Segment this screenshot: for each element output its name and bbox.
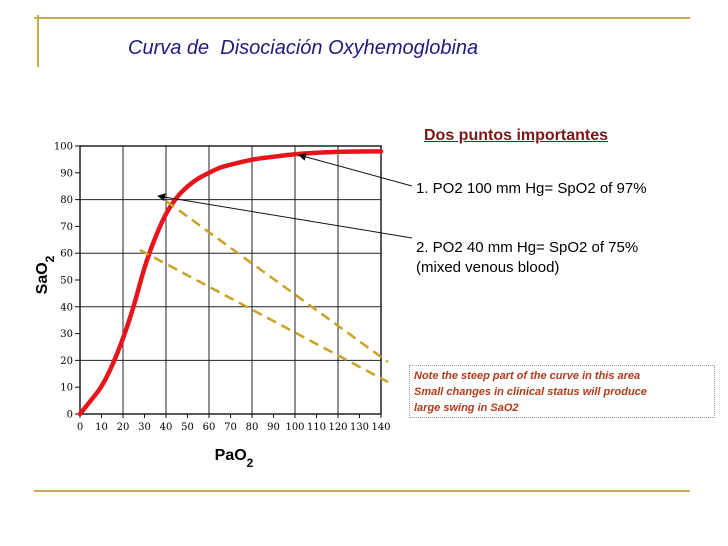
annotation-point-2-line2: (mixed venous blood) <box>416 259 560 276</box>
steep-pointer-lower <box>139 248 389 384</box>
x-tick-label: 50 <box>181 422 194 433</box>
x-tick-label: 90 <box>267 422 280 433</box>
annotation-heading: Dos puntos importantes <box>424 127 609 144</box>
y-tick-label: 30 <box>60 329 73 340</box>
annotation-point-1: 1. PO2 100 mm Hg= SpO2 of 97% <box>416 180 647 197</box>
y-tick-label: 10 <box>60 383 73 394</box>
y-tick-label: 40 <box>60 302 73 313</box>
x-tick-label: 140 <box>371 422 390 433</box>
plot-frame <box>79 145 382 415</box>
x-tick-label: 100 <box>285 422 304 433</box>
note-line-2: Small changes in clinical status will pr… <box>414 386 647 398</box>
left-rule <box>37 15 39 67</box>
y-tick-label: 20 <box>60 356 73 367</box>
x-tick-label: 130 <box>350 422 369 433</box>
top-rule <box>34 17 690 19</box>
steep-pointer-upper <box>165 199 389 364</box>
x-tick-label: 20 <box>117 422 130 433</box>
chart-ticks: 0 10 20 30 40 50 60 70 80 90 100 0 10 20 30 40 50 60 70 80 9… <box>54 142 391 434</box>
x-tick-label: 70 <box>224 422 237 433</box>
x-tick-label: 30 <box>138 422 151 433</box>
annotation-point-2-line1: 2. PO2 40 mm Hg= SpO2 of 75% <box>416 239 639 256</box>
x-tick-label: 80 <box>246 422 259 433</box>
x-tick-label: 10 <box>95 422 108 433</box>
y-tick-label: 0 <box>67 410 73 421</box>
x-tick-label: 110 <box>307 422 326 433</box>
y-axis-label: SaO2 <box>34 255 57 294</box>
bottom-rule <box>34 490 690 492</box>
steep-part-note: Note the steep part of the curve in this… <box>409 365 715 418</box>
x-tick-label: 40 <box>160 422 173 433</box>
arrow-point-2 <box>157 193 413 239</box>
x-tick-label: 0 <box>77 422 83 433</box>
y-tick-label: 50 <box>60 276 73 287</box>
y-tick-label: 90 <box>60 168 73 179</box>
x-tick-label: 60 <box>203 422 216 433</box>
x-tick-label: 120 <box>328 422 347 433</box>
note-line-1: Note the steep part of the curve in this… <box>414 370 641 382</box>
y-tick-label: 60 <box>60 249 73 260</box>
chart-grid <box>79 145 382 415</box>
slide-title: Curva de Disociación Oxyhemoglobina <box>128 37 479 59</box>
arrow-point-1 <box>298 153 413 187</box>
y-tick-label: 80 <box>60 195 73 206</box>
annotation-point-2: 2. PO2 40 mm Hg= SpO2 of 75% (mixed veno… <box>416 238 638 278</box>
dissociation-curve <box>77 149 384 417</box>
x-axis-label: PaO2 <box>215 447 254 470</box>
note-line-3: large swing in SaO2 <box>414 402 519 414</box>
y-tick-label: 100 <box>54 142 73 153</box>
annotation-arrows <box>139 153 413 384</box>
y-tick-label: 70 <box>60 222 73 233</box>
